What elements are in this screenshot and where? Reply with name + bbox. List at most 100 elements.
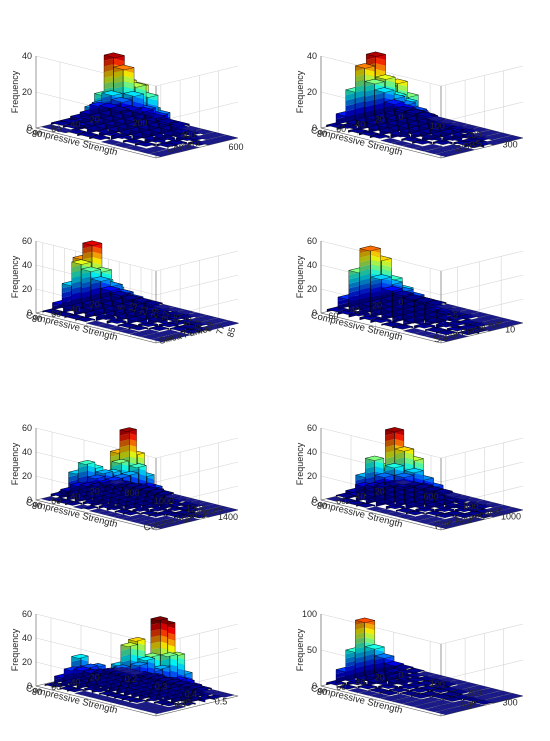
bar	[41, 496, 59, 501]
bar	[208, 317, 228, 323]
x-tick-label: 0	[398, 112, 403, 122]
z-tick-label: 60	[22, 609, 32, 619]
z-tick-label: 40	[22, 51, 32, 61]
z-tick-label: 0	[312, 681, 317, 691]
bar	[114, 508, 132, 514]
y-tick-label: 40	[70, 304, 80, 314]
bar	[128, 325, 149, 331]
chart-panel-8: 050100010020030020406080FrequencyCompres…	[295, 609, 524, 717]
x-tick-label: 100	[430, 679, 445, 689]
bars	[326, 51, 523, 157]
bar	[74, 690, 92, 696]
z-tick-label: 0	[27, 495, 32, 505]
bar	[149, 325, 169, 331]
z-axis-label: Frequency	[295, 255, 305, 298]
z-tick-label: 40	[307, 51, 317, 61]
bar	[437, 676, 458, 683]
chart-panel-5: 020406080010001200140020406080FrequencyC…	[10, 423, 239, 534]
bar	[402, 143, 423, 149]
bar	[147, 146, 168, 152]
bar	[459, 124, 479, 130]
bar	[53, 127, 74, 133]
y-tick-label: 40	[70, 677, 80, 687]
y-tick-label: 80	[32, 314, 42, 324]
bar	[404, 108, 425, 115]
x-tick-label: 200	[466, 688, 481, 698]
bar	[457, 309, 479, 315]
bar	[186, 312, 207, 318]
bar	[138, 516, 156, 521]
bar	[121, 294, 141, 300]
z-axis-label: Frequency	[10, 70, 20, 113]
bar	[67, 687, 85, 693]
bar	[436, 303, 458, 310]
x-tick-label: 53	[182, 315, 194, 327]
bar	[140, 334, 161, 340]
x-tick-label: 5	[116, 304, 127, 311]
bar	[105, 512, 123, 517]
tick-labels: 0 20 40 200 400 600 20 40 60 80	[22, 51, 244, 152]
bars	[326, 245, 523, 342]
bar	[42, 308, 63, 314]
bar	[423, 486, 443, 492]
bar	[443, 492, 463, 498]
bar	[461, 692, 482, 698]
y-tick-label: 20	[372, 300, 382, 310]
bar	[481, 129, 501, 135]
bar	[53, 311, 74, 317]
y-tick-label: 20	[375, 673, 385, 683]
bar	[106, 692, 124, 698]
z-tick-label: 50	[307, 645, 317, 655]
bar	[356, 502, 376, 508]
bar	[194, 686, 212, 691]
z-tick-label: 0	[312, 495, 317, 505]
bar	[494, 509, 513, 515]
bar	[366, 506, 386, 512]
z-axis-label: Frequency	[295, 70, 305, 113]
bar	[470, 127, 490, 133]
y-tick-label: 80	[32, 129, 42, 139]
z-tick-label: 0	[312, 123, 317, 133]
bar	[426, 674, 447, 680]
x-tick-label: 77	[214, 323, 226, 335]
bar	[445, 516, 465, 522]
bar	[158, 510, 176, 515]
bar	[463, 497, 483, 503]
bar	[448, 121, 468, 127]
bar	[435, 329, 458, 336]
bar	[156, 515, 174, 521]
bar	[413, 483, 433, 489]
bar	[468, 312, 490, 318]
bar	[380, 138, 401, 144]
bar	[197, 315, 218, 321]
bar	[483, 502, 503, 508]
y-tick-label: 60	[51, 496, 61, 506]
bars	[41, 52, 238, 157]
bars	[41, 427, 238, 529]
z-tick-label: 0	[27, 123, 32, 133]
x-tick-label: 0.4	[185, 689, 198, 699]
bar	[465, 516, 484, 522]
bar	[216, 134, 238, 141]
bar	[182, 517, 200, 522]
bar	[410, 693, 431, 699]
bar	[180, 497, 198, 503]
y-tick-label: 40	[350, 306, 360, 316]
x-tick-label: 1400	[218, 512, 238, 522]
bar	[393, 664, 414, 670]
bar	[337, 684, 357, 690]
bar	[172, 495, 190, 501]
bar	[414, 330, 436, 337]
bar	[470, 685, 490, 691]
bar	[335, 492, 355, 498]
bar	[457, 329, 479, 336]
chart-panel-7: 02040600.20.30.40.520406080FrequencyComp…	[10, 609, 239, 717]
bar	[139, 329, 160, 335]
bar	[164, 493, 182, 499]
bar	[431, 693, 452, 699]
bar	[437, 118, 458, 125]
bar	[448, 679, 468, 685]
y-tick-label: 20	[90, 115, 100, 125]
bar	[381, 321, 403, 327]
